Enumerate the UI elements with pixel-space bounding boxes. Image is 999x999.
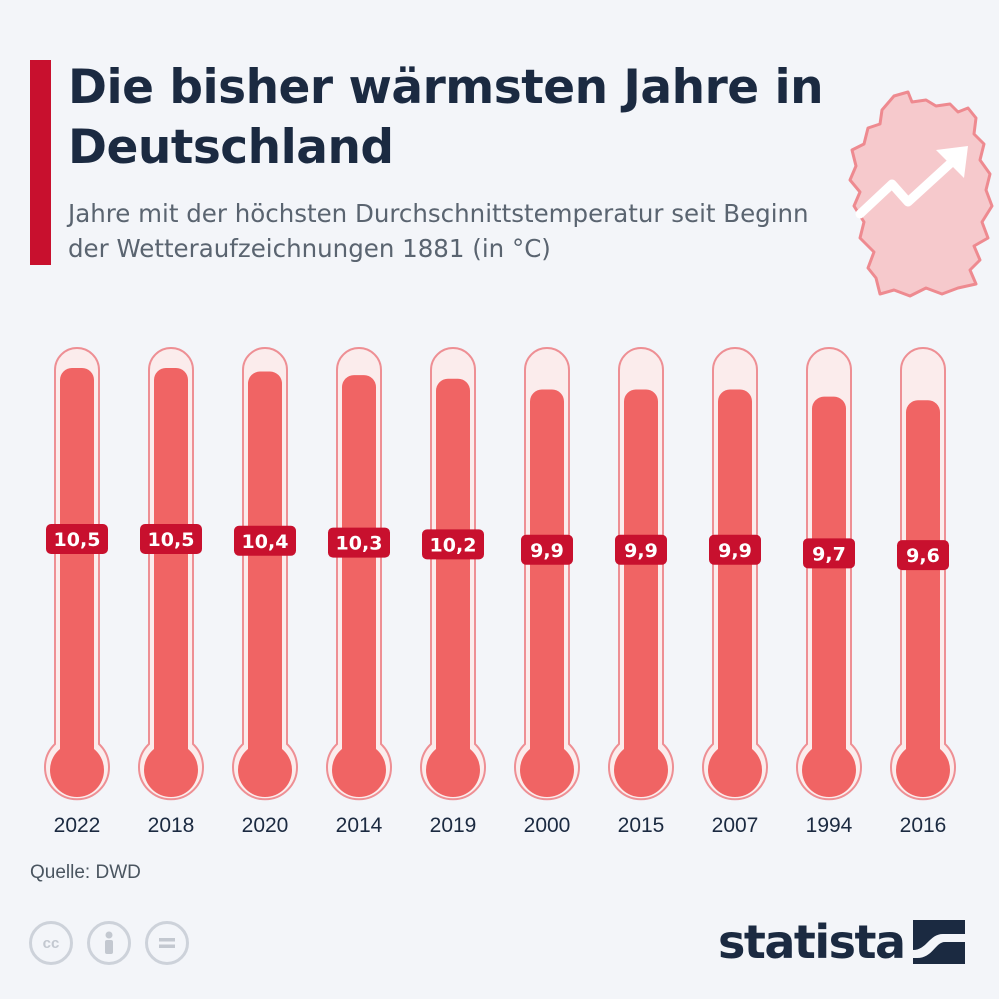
- category-label: 2014: [336, 814, 383, 837]
- bar: [154, 367, 188, 770]
- category-label: 2018: [148, 814, 195, 837]
- thermometer-bulb: [50, 743, 104, 797]
- value-label-bg: [234, 525, 296, 556]
- bar: [624, 389, 658, 770]
- value-label-bg: [803, 538, 855, 569]
- thermometer: 10,3 2014: [326, 347, 392, 837]
- equals-icon[interactable]: [145, 921, 189, 965]
- source-note: Quelle: DWD: [30, 862, 141, 883]
- bar: [436, 378, 470, 770]
- category-label: 2022: [54, 814, 101, 837]
- value-label: 9,7: [812, 543, 846, 565]
- thermometer-bulb: [614, 743, 668, 797]
- page-title: Die bisher wärmsten Jahre in Deutschland: [68, 60, 824, 175]
- thermometer: 9,6 2016: [890, 347, 956, 837]
- value-label-bg: [615, 534, 667, 565]
- bar: [342, 375, 376, 770]
- category-label: 2015: [618, 814, 665, 837]
- bar: [906, 400, 940, 770]
- bar: [530, 389, 564, 770]
- bar: [718, 389, 752, 770]
- thermometer: 10,4 2020: [232, 347, 298, 837]
- thermometer: 9,9 2015: [608, 347, 674, 837]
- value-label: 9,9: [624, 540, 658, 562]
- thermometer: 9,9 2000: [514, 347, 580, 837]
- thermometer-bulb: [144, 743, 198, 797]
- value-label-bg: [328, 527, 390, 558]
- thermometer-bulb: [332, 743, 386, 797]
- thermometer-bulb: [520, 743, 574, 797]
- thermometer-bulb: [708, 743, 762, 797]
- value-label: 10,3: [336, 533, 383, 555]
- value-label-bg: [422, 529, 484, 560]
- statista-brand[interactable]: statista: [718, 912, 965, 972]
- license-icons: cc: [29, 921, 189, 965]
- thermometer: 9,9 2007: [702, 347, 768, 837]
- value-label-bg: [897, 540, 949, 571]
- thermometer-bulb: [238, 743, 292, 797]
- cc-icon[interactable]: cc: [29, 921, 73, 965]
- value-label: 10,4: [242, 531, 289, 553]
- category-label: 1994: [806, 814, 853, 837]
- bar: [248, 371, 282, 770]
- value-label: 9,6: [906, 545, 940, 567]
- value-label-bg: [46, 523, 108, 554]
- person-icon[interactable]: [87, 921, 131, 965]
- brand-name: statista: [718, 915, 906, 969]
- value-label: 10,2: [430, 534, 477, 556]
- statista-logo-icon: [912, 920, 965, 964]
- category-label: 2020: [242, 814, 289, 837]
- page-subtitle: Jahre mit der höchsten Durchschnittstemp…: [68, 199, 809, 263]
- bar: [812, 396, 846, 770]
- accent-bar: [30, 60, 51, 265]
- value-label: 9,9: [530, 540, 564, 562]
- category-label: 2019: [430, 814, 477, 837]
- category-label: 2007: [712, 814, 759, 837]
- category-label: 2000: [524, 814, 571, 837]
- thermometer-bulb: [426, 743, 480, 797]
- value-label: 10,5: [54, 529, 101, 551]
- value-label: 9,9: [718, 540, 752, 562]
- category-label: 2016: [900, 814, 947, 837]
- value-label-bg: [140, 523, 202, 554]
- value-label-bg: [709, 534, 761, 565]
- thermometer-bulb: [802, 743, 856, 797]
- thermometer-chart: 10,5 2022 10,5 2018 10,4 2020 10,3 2014 10,2 2019…: [44, 347, 956, 837]
- thermometer: 9,7 1994: [796, 347, 862, 837]
- thermometer-bulb: [896, 743, 950, 797]
- thermometer: 10,2 2019: [420, 347, 486, 837]
- value-label: 10,5: [148, 529, 195, 551]
- value-label-bg: [521, 534, 573, 565]
- germany-map-icon: [848, 90, 994, 298]
- bar: [60, 367, 94, 770]
- thermometer: 10,5 2018: [138, 347, 204, 837]
- thermometer: 10,5 2022: [44, 347, 110, 837]
